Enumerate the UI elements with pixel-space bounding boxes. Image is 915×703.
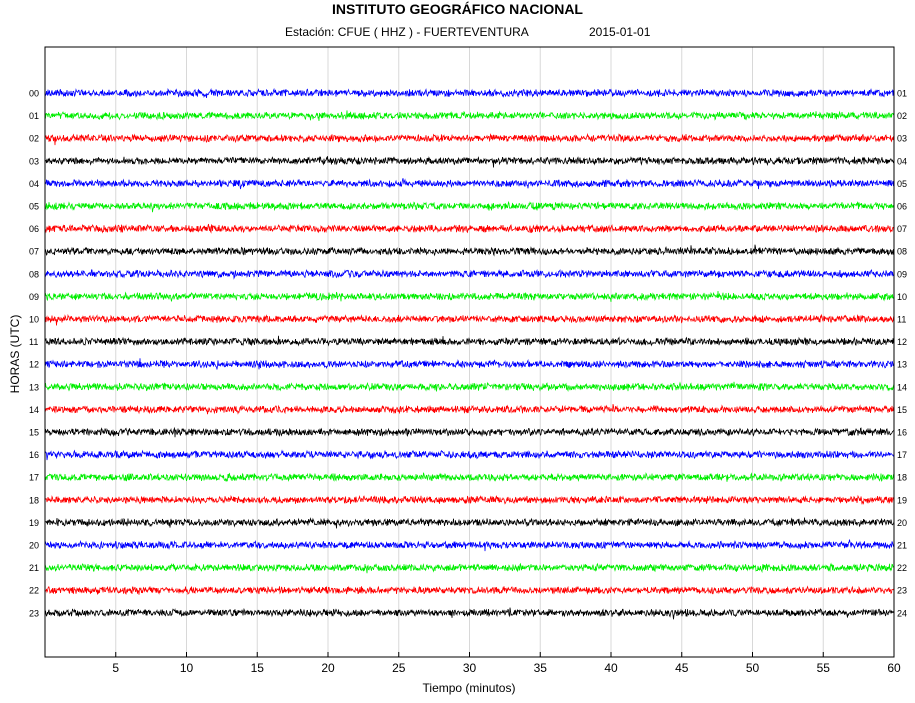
hour-label-left-00: 00 [29, 89, 39, 99]
hour-label-left-23: 23 [29, 608, 39, 618]
trace-hour-22 [44, 585, 895, 595]
trace-hour-15 [44, 426, 894, 438]
trace-hour-10 [44, 313, 895, 326]
hour-label-left-09: 09 [29, 292, 39, 302]
hour-label-left-02: 02 [29, 134, 39, 144]
hour-label-left-03: 03 [29, 156, 39, 166]
hour-label-right-08: 08 [897, 247, 907, 257]
hour-label-left-06: 06 [29, 224, 39, 234]
hour-label-right-07: 07 [897, 224, 907, 234]
hour-label-left-20: 20 [29, 541, 39, 551]
grid-lines [115, 47, 824, 657]
trace-hour-05 [44, 200, 895, 213]
x-tick-label-20: 20 [321, 661, 335, 675]
traces [44, 87, 895, 620]
trace-hour-19 [44, 517, 895, 529]
trace-hour-18 [44, 494, 895, 505]
x-tick-label-50: 50 [746, 661, 760, 675]
x-tick-label-40: 40 [604, 661, 618, 675]
trace-hour-02 [44, 132, 895, 146]
station-label: Estación: CFUE ( HHZ ) - FUERTEVENTURA [285, 25, 529, 39]
hour-label-right-03: 03 [897, 134, 907, 144]
hour-label-left-10: 10 [29, 315, 39, 325]
trace-hour-21 [44, 562, 895, 574]
trace-hour-09 [44, 290, 895, 302]
hour-label-right-11: 11 [897, 315, 906, 325]
hour-label-right-04: 04 [897, 156, 907, 166]
hour-label-right-01: 01 [897, 89, 907, 99]
hour-label-right-20: 20 [897, 518, 907, 528]
hour-label-left-11: 11 [29, 337, 38, 347]
x-tick-label-55: 55 [817, 661, 831, 675]
hour-label-right-12: 12 [897, 337, 907, 347]
trace-hour-16 [44, 449, 895, 461]
hour-label-right-14: 14 [897, 382, 907, 392]
x-tick-label-60: 60 [887, 661, 901, 675]
hour-label-left-13: 13 [29, 382, 39, 392]
trace-hour-08 [44, 268, 895, 280]
x-tick-label-10: 10 [180, 661, 194, 675]
hour-label-left-04: 04 [29, 179, 39, 189]
x-tick-label-45: 45 [675, 661, 689, 675]
trace-hour-04 [44, 178, 895, 190]
hour-label-right-22: 22 [897, 563, 907, 573]
hour-label-left-01: 01 [29, 111, 39, 121]
trace-hour-07 [44, 244, 895, 257]
hour-label-left-07: 07 [29, 247, 39, 257]
hour-label-left-15: 15 [29, 428, 39, 438]
hour-label-right-19: 19 [897, 495, 907, 505]
trace-hour-03 [44, 155, 895, 168]
trace-hour-13 [44, 381, 895, 392]
hour-label-right-05: 05 [897, 179, 907, 189]
hour-label-right-16: 16 [897, 428, 907, 438]
hour-label-right-17: 17 [897, 450, 907, 460]
hour-label-left-17: 17 [29, 473, 39, 483]
x-tick-label-15: 15 [251, 661, 265, 675]
hour-label-right-13: 13 [897, 360, 907, 370]
hour-label-left-05: 05 [29, 202, 39, 212]
hour-label-left-19: 19 [29, 518, 39, 528]
x-tick-label-35: 35 [534, 661, 548, 675]
trace-hour-00 [44, 87, 895, 99]
trace-hour-14 [44, 404, 895, 415]
trace-hour-06 [44, 223, 895, 234]
date-label: 2015-01-01 [589, 25, 651, 39]
hour-label-left-14: 14 [29, 405, 39, 415]
hour-label-left-18: 18 [29, 495, 39, 505]
x-tick-label-25: 25 [392, 661, 406, 675]
hour-label-right-18: 18 [897, 473, 907, 483]
x-tick-label-5: 5 [112, 661, 119, 675]
hour-label-right-15: 15 [897, 405, 907, 415]
trace-hour-12 [44, 358, 895, 370]
hour-label-left-21: 21 [29, 563, 39, 573]
hour-label-left-08: 08 [29, 269, 39, 279]
hour-label-right-06: 06 [897, 202, 907, 212]
hour-label-left-16: 16 [29, 450, 39, 460]
x-axis-ticks: 5 10 15 20 25 30 35 40 45 50 55 60 [112, 652, 901, 675]
hour-label-right-10: 10 [897, 292, 907, 302]
hour-label-right-21: 21 [897, 541, 907, 551]
trace-hour-17 [44, 472, 895, 483]
chart-title: INSTITUTO GEOGRÁFICO NACIONAL [332, 1, 583, 17]
y-axis-label: HORAS (UTC) [8, 315, 22, 394]
trace-hour-20 [44, 539, 895, 552]
hour-label-right-24: 24 [897, 608, 907, 618]
hour-label-left-12: 12 [29, 360, 39, 370]
hour-label-right-02: 02 [897, 111, 907, 121]
hour-label-right-23: 23 [897, 586, 907, 596]
x-axis-label: Tiempo (minutos) [423, 681, 516, 695]
trace-hour-23 [44, 607, 895, 620]
hour-label-left-22: 22 [29, 586, 39, 596]
trace-hour-11 [44, 335, 895, 347]
trace-hour-01 [44, 110, 895, 121]
hour-label-right-09: 09 [897, 269, 907, 279]
x-tick-label-30: 30 [463, 661, 477, 675]
hour-labels: 00 01 01 02 02 03 03 04 04 05 05 06 06 07 07 08 08 09 09 10… [29, 89, 907, 619]
